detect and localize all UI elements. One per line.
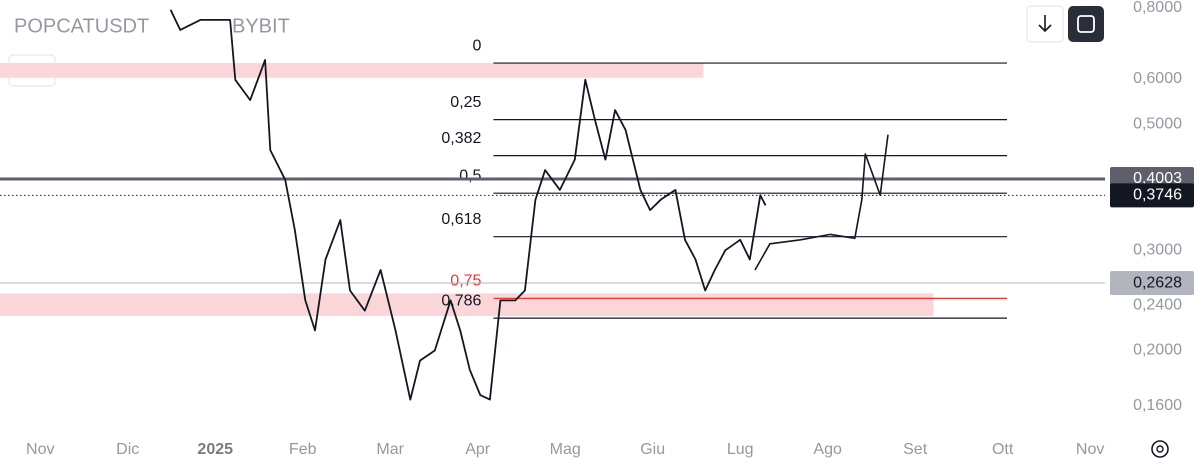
fib-label: 0,382 (441, 130, 481, 147)
fib-label: 0 (473, 37, 482, 54)
price-tag-label: 0,3746 (1133, 187, 1182, 204)
fib-label: 0,786 (441, 292, 481, 309)
x-tick-label: Giu (640, 441, 665, 458)
price-tag-label: 0,4003 (1133, 170, 1182, 187)
y-tick-label: 0,2400 (1133, 297, 1182, 314)
price-line-series (754, 134, 889, 271)
zone (0, 63, 704, 78)
x-tick-label: Nov (1076, 441, 1104, 458)
x-tick-label: Feb (289, 441, 317, 458)
price-tag (1110, 183, 1194, 208)
x-tick-label: Ott (992, 441, 1014, 458)
x-tick-label: 2025 (197, 441, 233, 458)
y-tick-label: 0,3000 (1133, 242, 1182, 259)
fib-label: 0,618 (441, 211, 481, 228)
price-line-series (169, 9, 767, 401)
y-tick-label: 0,2000 (1133, 342, 1182, 359)
x-tick-label: Mag (550, 441, 581, 458)
price-tag (1110, 271, 1194, 296)
x-tick-label: Ago (813, 441, 842, 458)
x-tick-label: Set (903, 441, 928, 458)
fullscreen-button[interactable] (1068, 6, 1104, 42)
y-tick-label: 0,8000 (1133, 0, 1182, 16)
y-tick-label: 0,6000 (1133, 70, 1182, 87)
exchange: BYBIT (232, 15, 290, 37)
zone (0, 293, 934, 316)
y-tick-label: 0,1600 (1133, 397, 1182, 414)
fib-label: 0,5 (459, 167, 481, 184)
symbol: POPCATUSDT (14, 15, 149, 37)
fib-label: 0,75 (450, 273, 481, 290)
x-tick-label: Nov (26, 441, 54, 458)
price-tag-label: 0,2628 (1133, 274, 1182, 291)
fib-label: 0,25 (450, 94, 481, 111)
x-tick-label: Mar (376, 441, 404, 458)
x-tick-label: Dic (116, 441, 139, 458)
download-button[interactable] (1026, 5, 1064, 43)
settings-button[interactable] (1151, 440, 1169, 458)
y-tick-label: 0,5000 (1133, 115, 1182, 132)
x-tick-label: Apr (465, 441, 491, 458)
x-tick-label: Lug (727, 441, 754, 458)
